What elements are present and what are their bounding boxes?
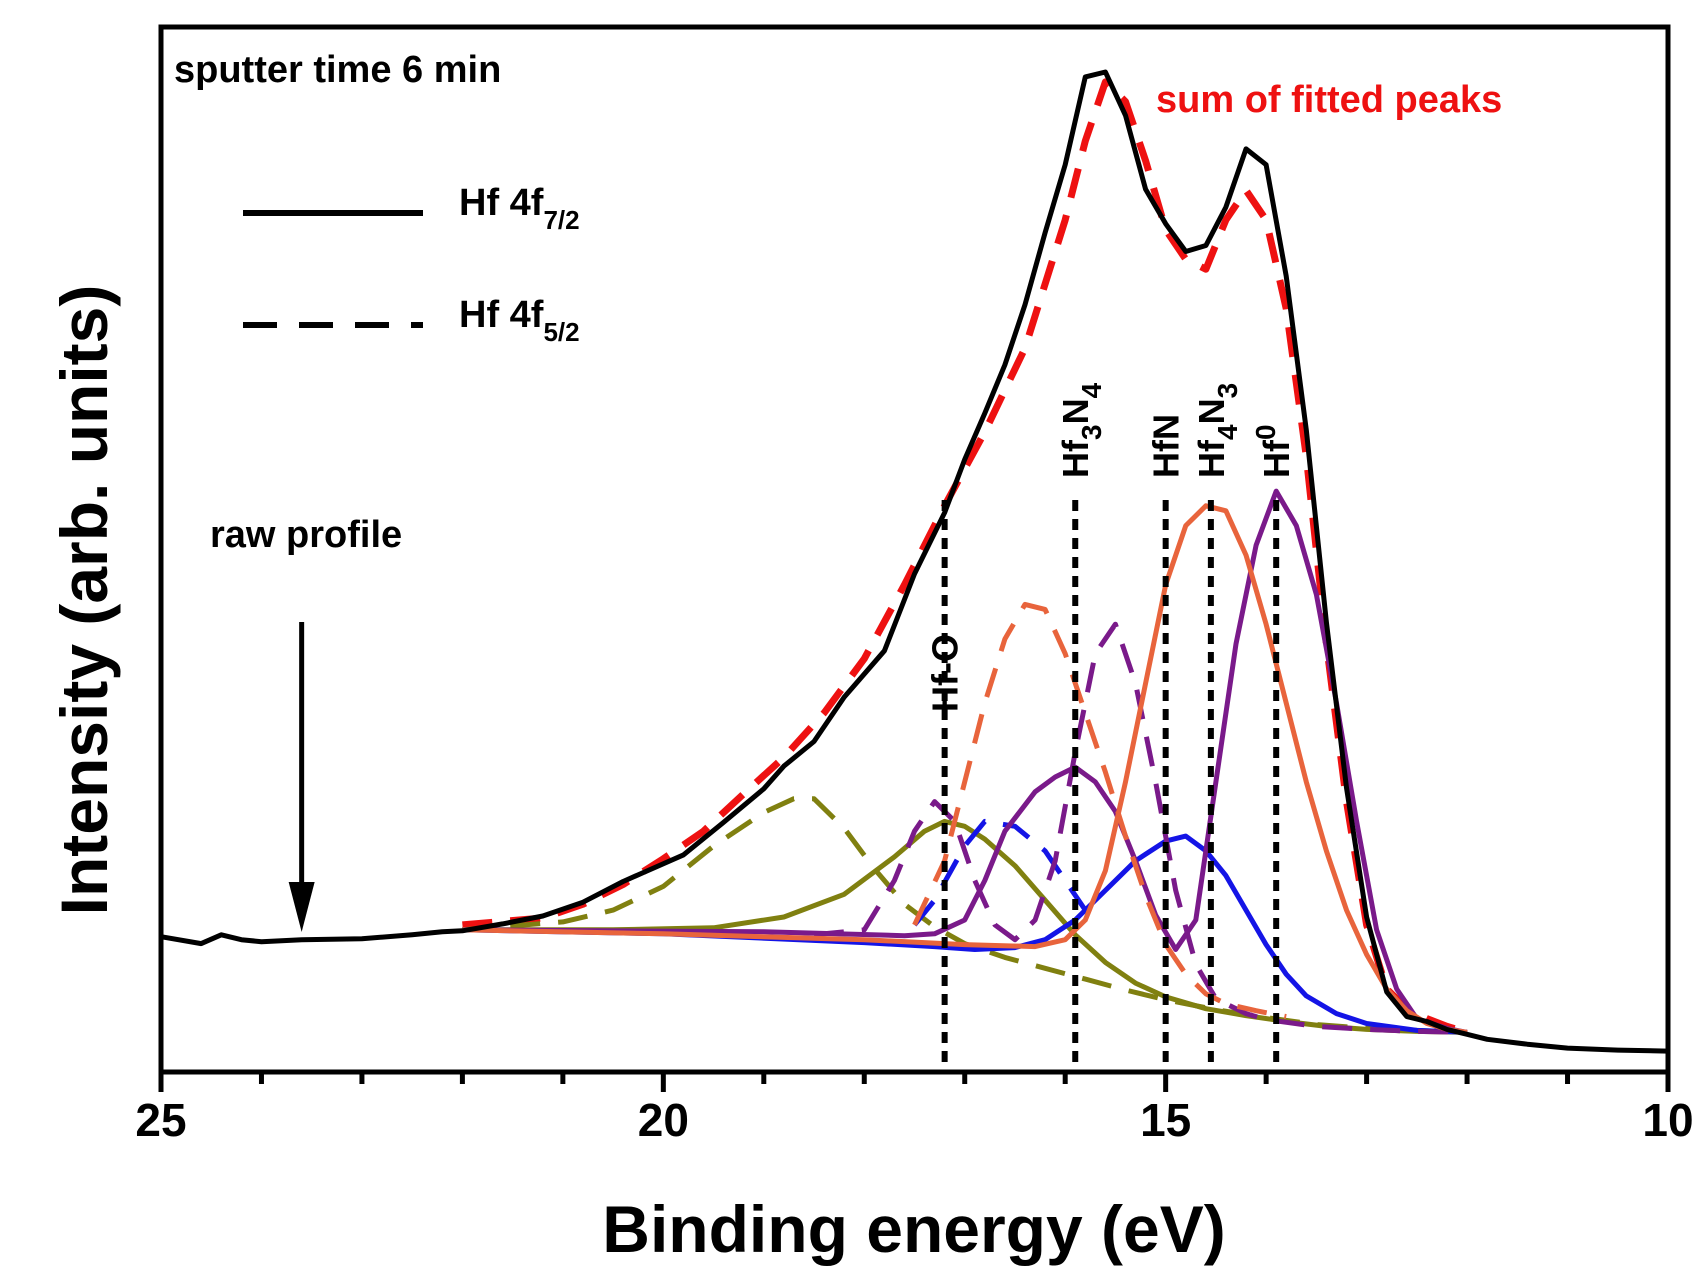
raw-profile-annotation: raw profile [210,514,402,556]
peak-marker-label-3-part-1: HfN [1146,414,1187,478]
legend-entry-2-base: Hf 4f [459,294,544,336]
legend-entry-2-sub: 5/2 [543,317,579,347]
raw-profile-arrow [288,622,315,932]
legend-entry-1-sub: 7/2 [543,205,579,235]
x-tick-label: 25 [135,1094,186,1146]
x-axis-ticks: 25 20 15 10 [135,1072,1694,1146]
peak-marker-label-4-part-1: Hf [1191,439,1232,478]
peak-marker-label-5-part-1: Hf [1256,439,1297,478]
series-layer [462,78,1469,1036]
peak-marker-label-4-part-2: 4 [1212,424,1243,440]
plot-frame [158,24,1671,1075]
sputter-time-annotation: sputter time 6 min [174,49,501,91]
legend-entry-2: Hf 4f5/2 [459,294,580,347]
raw-profile-line [160,69,1669,1054]
peak-marker-label-4-part-3: N [1191,398,1232,424]
legend-entry-1: Hf 4f7/2 [459,182,580,235]
peak-marker-label-2-part-3: N [1055,398,1096,424]
y-axis-title: Intensity (arb. units) [47,285,121,916]
x-tick-label: 10 [1642,1094,1693,1146]
peak-marker-label-1-part-1: Hf-O [925,634,966,712]
peak-marker-label-4: Hf4N3 [1191,383,1243,478]
peak-marker-label-3: HfN [1146,414,1187,478]
peak-marker-label-5: Hf0 [1250,424,1297,478]
x-tick-label: 20 [638,1094,689,1146]
peak-marker-label-1: Hf-O [925,634,966,712]
peak-marker-label-2-part-1: Hf [1055,439,1096,478]
legend: Hf 4f7/2 Hf 4f5/2 [243,182,580,347]
peak-marker-label-5-part-2: 0 [1250,424,1281,440]
peak-marker-label-4-part-4: 3 [1212,383,1243,399]
sum-fitted-peaks-annotation: sum of fitted peaks [1156,79,1502,121]
peak-marker-label-2: Hf3N4 [1055,382,1107,478]
peak-marker-label-2-part-4: 4 [1076,382,1107,398]
arrow-head [288,882,315,932]
peak-marker-label-2-part-2: 3 [1076,424,1107,440]
x-tick-label: 15 [1140,1094,1191,1146]
series-line-1 [462,78,1469,1036]
legend-entry-1-base: Hf 4f [459,182,544,224]
x-axis-title: Binding energy (eV) [602,1192,1225,1266]
series-line-7 [813,621,1468,1035]
series-line-4 [462,833,1468,1035]
raw-profile-layer [160,69,1669,1054]
